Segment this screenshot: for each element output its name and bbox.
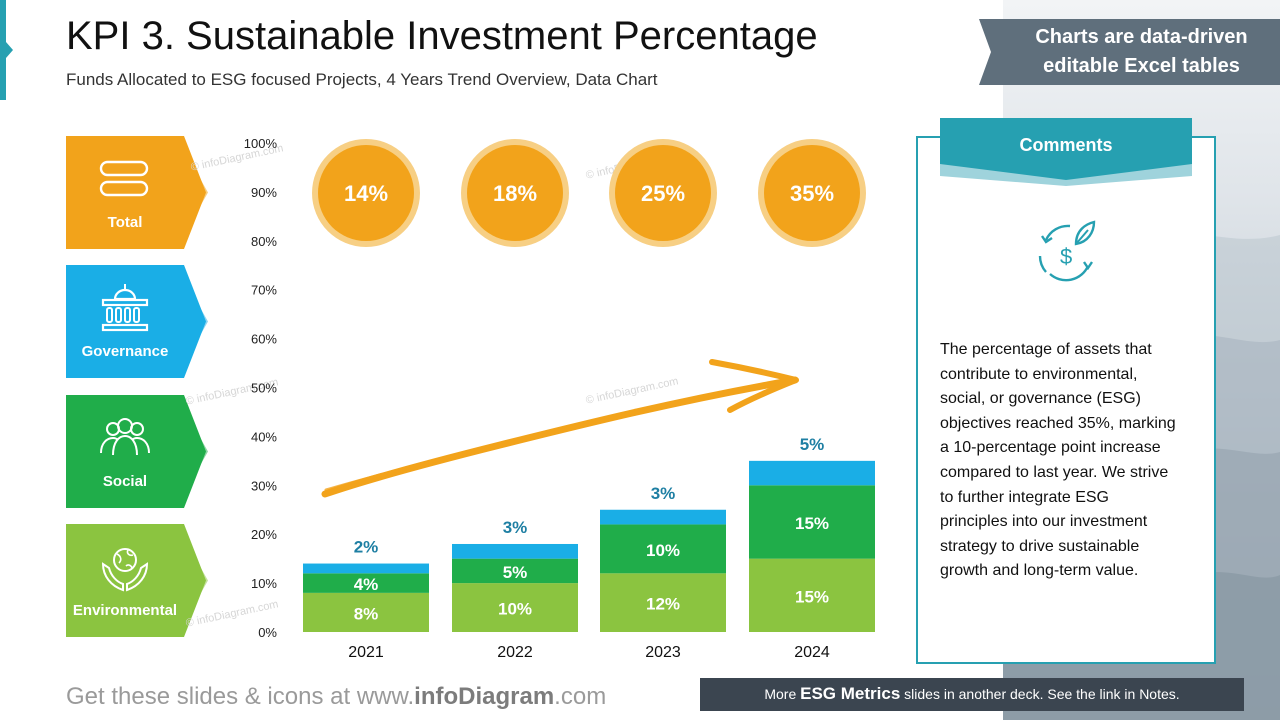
category-tile-governance: Governance: [66, 265, 208, 378]
data-label: 10%: [646, 541, 680, 560]
page-title: KPI 3. Sustainable Investment Percentage: [66, 14, 818, 58]
footer-notes-banner: More ESG Metrics slides in another deck.…: [700, 678, 1244, 711]
category-tile-total: Total: [66, 136, 208, 249]
x-tick-label: 2021: [348, 644, 384, 661]
data-label: 15%: [795, 587, 829, 606]
y-tick-label: 80%: [251, 234, 277, 249]
bar-segment-social: [600, 524, 726, 574]
sustainable-money-icon: $: [1038, 220, 1096, 282]
bar-segment-environmental: [303, 592, 429, 632]
total-value-label: 18%: [493, 181, 537, 206]
data-label: 3%: [503, 518, 528, 537]
total-circle: [615, 145, 711, 241]
y-tick-label: 20%: [251, 527, 277, 542]
y-tick-label: 30%: [251, 478, 277, 493]
bar-segment-social: [749, 485, 875, 559]
bar-segment-environmental: [452, 583, 578, 632]
footer-banner-prefix: More: [764, 686, 801, 702]
bar-segment-governance: [749, 460, 875, 486]
bar-segment-social: [452, 558, 578, 584]
y-tick-label: 0%: [258, 625, 277, 640]
data-label: 15%: [795, 514, 829, 533]
left-accent-bar: [0, 0, 6, 100]
comments-header: Comments: [940, 118, 1192, 186]
total-circle: [318, 145, 414, 241]
footer-banner-suffix: slides in another deck. See the link in …: [900, 686, 1180, 702]
trend-arrow: [321, 359, 799, 498]
category-tile-environmental: Environmental: [66, 524, 208, 637]
footer-brand: infoDiagram: [414, 683, 555, 710]
bar-segment-governance: [600, 509, 726, 525]
category-label-social: Social: [102, 473, 148, 490]
data-label: 5%: [503, 563, 528, 582]
total-value-label: 25%: [641, 181, 685, 206]
comments-title: Comments: [1019, 135, 1113, 155]
y-tick-label: 10%: [251, 576, 277, 591]
data-label: 4%: [354, 575, 379, 594]
comments-panel: [916, 136, 1216, 664]
bar-segment-governance: [452, 543, 578, 559]
y-tick-label: 100%: [244, 136, 278, 151]
bar-segment-environmental: [749, 558, 875, 632]
y-tick-label: 90%: [251, 185, 277, 200]
x-tick-label: 2022: [497, 644, 533, 661]
x-tick-label: 2024: [794, 644, 830, 661]
comments-body: The percentage of assets that contribute…: [940, 341, 1176, 580]
total-value-label: 14%: [344, 181, 388, 206]
globe-hands-icon: [101, 548, 149, 592]
svg-text:$: $: [1060, 244, 1072, 269]
x-tick-label: 2023: [645, 644, 681, 661]
people-group-icon: [100, 418, 150, 456]
data-driven-badge: Charts are data-driven editable Excel ta…: [979, 19, 1280, 85]
data-label: 8%: [354, 604, 379, 623]
total-circle: [764, 145, 860, 241]
badge-line-1: Charts are data-driven: [1035, 26, 1248, 48]
footer-banner-bg: [700, 678, 1244, 711]
category-tile-social: Social: [66, 395, 208, 508]
bar-segment-governance: [303, 563, 429, 574]
bar-segment-environmental: [600, 573, 726, 632]
total-value-label: 35%: [790, 181, 834, 206]
y-tick-label: 60%: [251, 332, 277, 347]
data-label: 3%: [651, 484, 676, 503]
footer-banner-text: More ESG Metrics slides in another deck.…: [700, 684, 1244, 704]
badge-line-2: editable Excel tables: [1043, 55, 1240, 77]
data-label: 10%: [498, 600, 532, 619]
y-tick-label: 70%: [251, 283, 277, 298]
category-label-environmental: Environmental: [72, 602, 178, 619]
government-building-icon: [101, 284, 149, 332]
bar-segment-social: [303, 573, 429, 593]
left-accent-tip: [6, 42, 13, 58]
page-subtitle: Funds Allocated to ESG focused Projects,…: [66, 70, 658, 89]
total-circle: [467, 145, 563, 241]
category-label-governance: Governance: [81, 343, 169, 360]
footer-promo: Get these slides & icons at www.infoDiag…: [66, 683, 606, 711]
data-label: 12%: [646, 595, 680, 614]
category-label-total: Total: [107, 214, 143, 231]
data-label: 2%: [354, 538, 379, 557]
footer-suffix: .com: [554, 683, 607, 710]
y-tick-label: 40%: [251, 429, 277, 444]
footer-banner-bold: ESG Metrics: [800, 684, 901, 703]
footer-prefix: Get these slides & icons at www.: [66, 683, 415, 710]
y-tick-label: 50%: [251, 381, 277, 396]
data-label: 5%: [800, 435, 825, 454]
toggle-icon: [99, 160, 149, 197]
